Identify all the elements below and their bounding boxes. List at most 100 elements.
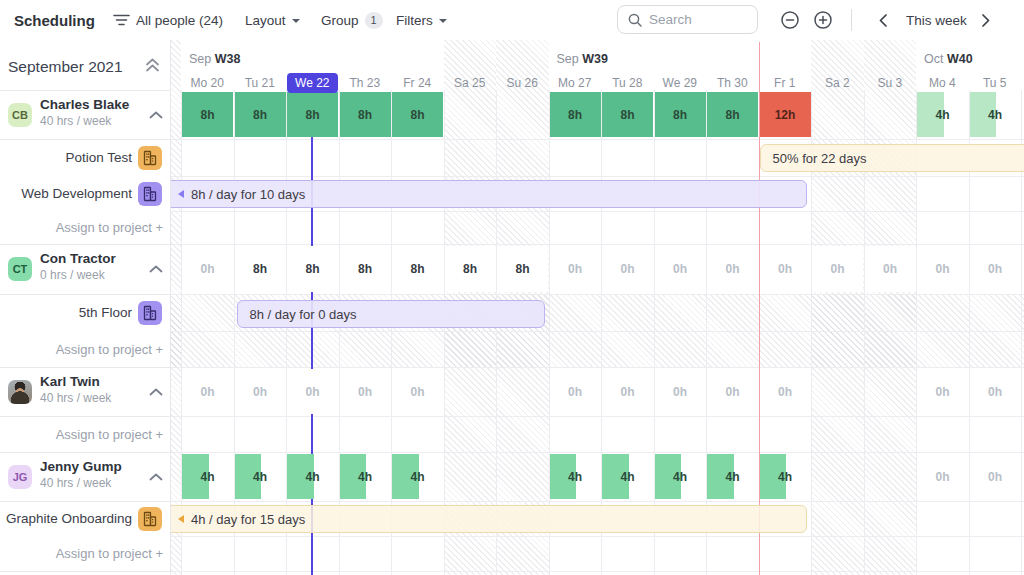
group-button[interactable]: Group1 — [321, 0, 383, 40]
hour-cell[interactable]: 8h — [235, 246, 286, 292]
day-header[interactable]: Mo 27 — [549, 74, 602, 92]
hour-cell[interactable]: 0h — [970, 246, 1021, 292]
project-label[interactable]: Potion Test — [0, 150, 132, 165]
hour-cell[interactable]: 0h — [707, 246, 758, 292]
hour-cell[interactable]: 0h — [392, 369, 443, 414]
hour-cell[interactable]: 8h — [235, 92, 286, 137]
hour-cell[interactable]: 0h — [340, 369, 391, 414]
hour-cell[interactable]: 8h — [287, 92, 338, 137]
allocation-bar[interactable]: 4h / day for 15 days — [170, 505, 807, 533]
hour-cell[interactable]: 4h — [707, 454, 758, 499]
hour-cell[interactable]: 0h — [235, 369, 286, 414]
filters-dropdown[interactable]: Filters — [396, 0, 447, 40]
hour-cell[interactable]: 0h — [655, 369, 706, 414]
hour-cell[interactable]: 0h — [760, 246, 811, 292]
search-input[interactable]: Search — [617, 5, 758, 34]
assign-to-project-button[interactable]: Assign to project + — [0, 220, 163, 235]
project-label[interactable]: Web Development — [0, 186, 132, 201]
zoom-out-button[interactable] — [780, 0, 800, 40]
hour-cell[interactable]: 4h — [340, 454, 391, 499]
day-header[interactable]: Tu 21 — [234, 74, 287, 92]
hour-cell[interactable]: 4h — [392, 454, 443, 499]
next-week-button[interactable] — [982, 0, 990, 40]
project-icon[interactable] — [138, 507, 162, 531]
hour-cell[interactable]: 8h — [707, 92, 758, 137]
hour-cell[interactable]: 0h — [182, 246, 233, 292]
project-icon[interactable] — [138, 182, 162, 206]
this-week-button[interactable]: This week — [906, 0, 967, 40]
zoom-in-button[interactable] — [813, 0, 833, 40]
day-header[interactable]: Fr 1 — [759, 74, 812, 92]
person-collapse-button[interactable] — [149, 259, 163, 277]
day-header[interactable]: Fr 24 — [391, 74, 444, 92]
hour-cell[interactable]: 8h — [392, 246, 443, 292]
hour-cell[interactable]: 0h — [760, 369, 811, 414]
assign-to-project-button[interactable]: Assign to project + — [0, 427, 163, 442]
hour-cell[interactable]: 0h — [182, 369, 233, 414]
hour-cell[interactable]: 0h — [917, 246, 968, 292]
hour-cell[interactable]: 8h — [445, 246, 496, 292]
project-icon[interactable] — [138, 301, 162, 325]
project-label[interactable]: Graphite Onboarding — [0, 511, 132, 526]
hour-cell[interactable]: 8h — [287, 246, 338, 292]
hour-cell[interactable]: 0h — [707, 369, 758, 414]
hour-cell[interactable]: 4h — [182, 454, 233, 499]
hour-cell[interactable]: 8h — [602, 92, 653, 137]
hour-cell[interactable]: 0h — [970, 369, 1021, 414]
prev-week-button[interactable] — [879, 0, 887, 40]
hour-cell[interactable]: 8h — [655, 92, 706, 137]
day-header[interactable]: We 29 — [654, 74, 707, 92]
day-header[interactable]: Su 26 — [496, 74, 549, 92]
people-filter-button[interactable]: All people (24) — [113, 0, 223, 40]
hour-cell-value: 0h — [673, 262, 687, 276]
hour-cell[interactable]: 0h — [812, 246, 863, 292]
layout-dropdown[interactable]: Layout — [245, 0, 300, 40]
hour-cell[interactable]: 0h — [602, 369, 653, 414]
hour-cell[interactable]: 12h — [760, 92, 811, 137]
hour-cell[interactable]: 4h — [970, 92, 1021, 137]
day-header[interactable]: Sa 2 — [811, 74, 864, 92]
day-header[interactable]: Th 23 — [339, 74, 392, 92]
hour-cell[interactable]: 0h — [550, 369, 601, 414]
day-header[interactable]: Sa 25 — [444, 74, 497, 92]
day-header[interactable]: Su 3 — [864, 74, 917, 92]
allocation-bar[interactable]: 8h / day for 10 days — [170, 180, 807, 208]
person-collapse-button[interactable] — [149, 105, 163, 123]
day-header-today[interactable]: We 22 — [287, 73, 338, 93]
hour-cell[interactable]: 8h — [340, 92, 391, 137]
hour-cell[interactable]: 0h — [550, 246, 601, 292]
hour-cell[interactable]: 0h — [917, 369, 968, 414]
hour-cell[interactable]: 8h — [182, 92, 233, 137]
hour-cell[interactable]: 0h — [602, 246, 653, 292]
hour-cell[interactable]: 0h — [917, 454, 968, 499]
hour-cell[interactable]: 8h — [392, 92, 443, 137]
assign-to-project-button[interactable]: Assign to project + — [0, 342, 163, 357]
hour-cell[interactable]: 4h — [602, 454, 653, 499]
hour-cell[interactable]: 4h — [917, 92, 968, 137]
collapse-all-button[interactable] — [123, 58, 160, 75]
project-icon[interactable] — [138, 146, 162, 170]
person-collapse-button[interactable] — [149, 467, 163, 485]
hour-cell[interactable]: 4h — [655, 454, 706, 499]
day-header[interactable]: Mo 20 — [181, 74, 234, 92]
allocation-bar[interactable]: 8h / day for 0 days — [237, 300, 545, 328]
allocation-bar[interactable]: 50% for 22 days — [760, 144, 1024, 172]
hour-cell[interactable]: 4h — [287, 454, 338, 499]
day-header[interactable]: Tu 5 — [969, 74, 1022, 92]
hour-cell[interactable]: 4h — [235, 454, 286, 499]
hour-cell[interactable]: 4h — [550, 454, 601, 499]
hour-cell[interactable]: 0h — [865, 246, 916, 292]
hour-cell[interactable]: 8h — [550, 92, 601, 137]
project-label[interactable]: 5th Floor — [0, 305, 132, 320]
hour-cell[interactable]: 0h — [287, 369, 338, 414]
assign-to-project-button[interactable]: Assign to project + — [0, 546, 163, 561]
hour-cell[interactable]: 8h — [340, 246, 391, 292]
hour-cell[interactable]: 0h — [655, 246, 706, 292]
person-collapse-button[interactable] — [149, 382, 163, 400]
hour-cell[interactable]: 4h — [760, 454, 811, 499]
hour-cell[interactable]: 8h — [497, 246, 548, 292]
hour-cell[interactable]: 0h — [970, 454, 1021, 499]
day-header[interactable]: Th 30 — [706, 74, 759, 92]
day-header[interactable]: Mo 4 — [916, 74, 969, 92]
day-header[interactable]: Tu 28 — [601, 74, 654, 92]
